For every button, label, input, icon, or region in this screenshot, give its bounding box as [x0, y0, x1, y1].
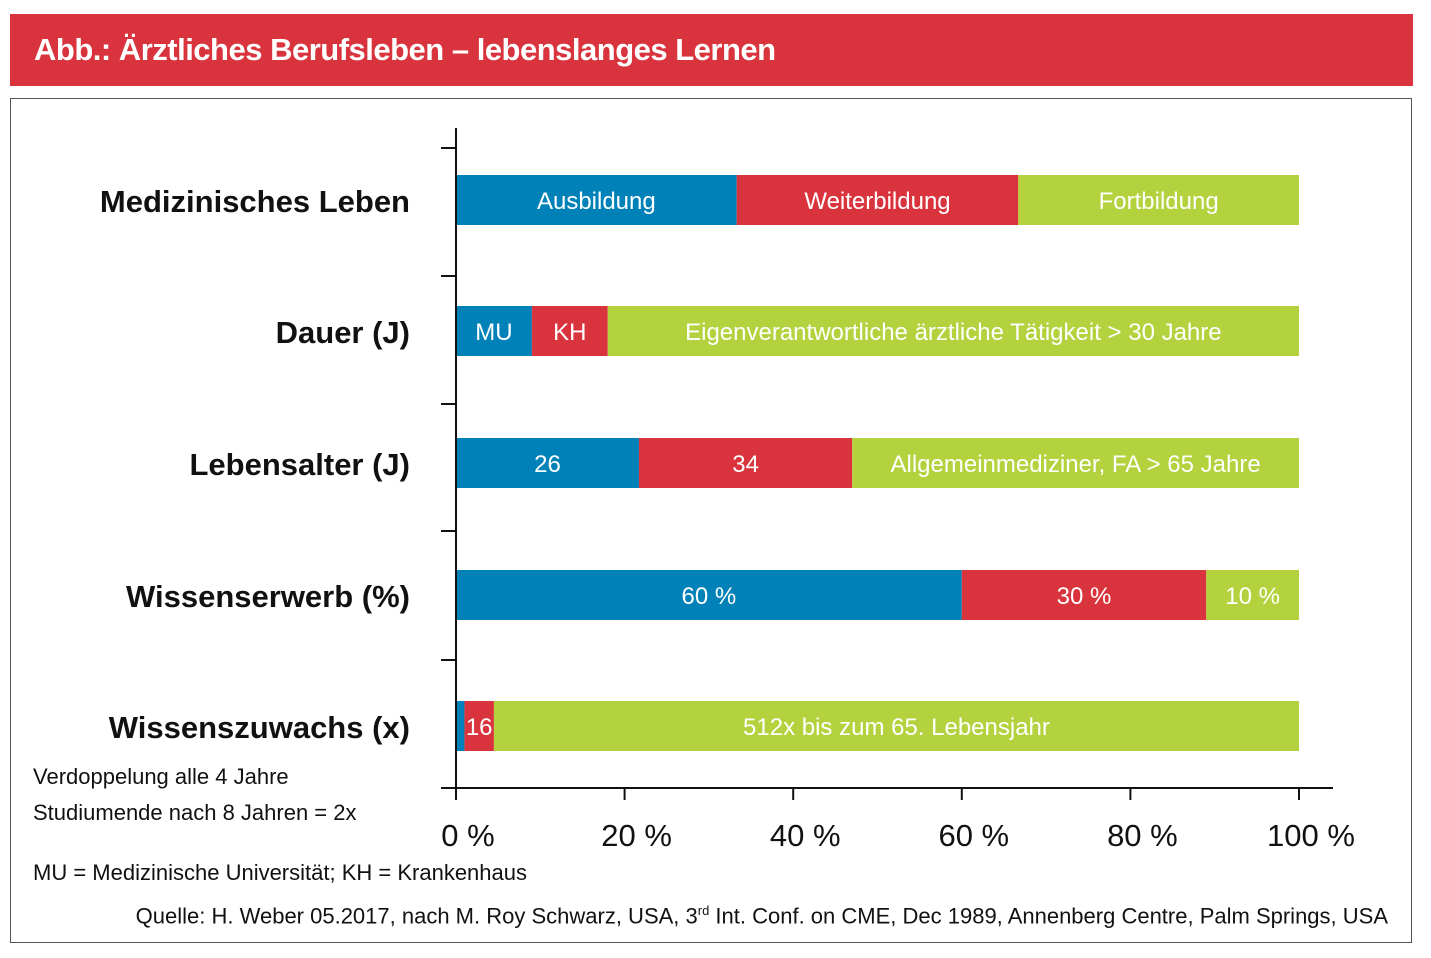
bar-wissenserwerb-seg-2: [1206, 570, 1299, 620]
bar-label-medizinisches-leben-seg-2: Fortbildung: [1099, 188, 1219, 215]
category-label-lebensalter-j: Lebensalter (J): [189, 447, 410, 482]
bar-label-lebensalter-j-seg-1: 34: [732, 451, 759, 478]
bar-wissenszuwachs-x-seg-1: [464, 701, 494, 751]
bar-label-dauer-j-seg-2: Eigenverantwortliche ärztliche Tätigkeit…: [685, 319, 1222, 346]
category-label-wissenserwerb: Wissenserwerb (%): [126, 579, 410, 614]
bar-label-medizinisches-leben-seg-1: Weiterbildung: [804, 188, 950, 215]
bar-label-dauer-j-seg-0: MU: [475, 319, 512, 346]
bar-wissenserwerb-seg-1: [961, 570, 1207, 620]
bar-medizinisches-leben-seg-1: [736, 175, 1019, 225]
source-citation: Quelle: H. Weber 05.2017, nach M. Roy Sc…: [136, 903, 1388, 929]
category-label-dauer-j: Dauer (J): [276, 315, 410, 350]
bar-label-wissenserwerb-seg-2: 10 %: [1225, 583, 1280, 610]
x-tick-label-0: 0 %: [441, 818, 494, 853]
category-label-medizinisches-leben: Medizinisches Leben: [100, 184, 410, 219]
bar-label-lebensalter-j-seg-0: 26: [534, 451, 561, 478]
bar-lebensalter-j-seg-2: [852, 438, 1299, 488]
x-tick-label-3: 60 %: [938, 818, 1009, 853]
category-label-wissenszuwachs-x: Wissenszuwachs (x): [109, 710, 410, 745]
source-suffix: Int. Conf. on CME, Dec 1989, Annenberg C…: [709, 903, 1388, 929]
x-tick-label-1: 20 %: [601, 818, 672, 853]
bar-dauer-j-seg-0: [456, 306, 532, 356]
x-tick-label-5: 100 %: [1267, 818, 1355, 853]
title-bar: Abb.: Ärztliches Berufsleben – lebenslan…: [10, 14, 1413, 86]
bar-lebensalter-j-seg-1: [638, 438, 853, 488]
bar-wissenserwerb-seg-0: [456, 570, 962, 620]
bar-lebensalter-j-seg-0: [456, 438, 639, 488]
note-abbreviations: MU = Medizinische Universität; KH = Kran…: [33, 860, 527, 885]
chart-frame: [10, 98, 1412, 943]
bar-label-wissenserwerb-seg-0: 60 %: [682, 583, 737, 610]
source-prefix: Quelle: H. Weber 05.2017, nach M. Roy Sc…: [135, 903, 698, 929]
note-doubling: Verdoppelung alle 4 Jahre: [33, 764, 289, 789]
bar-medizinisches-leben-seg-2: [1018, 175, 1299, 225]
bar-label-lebensalter-j-seg-2: Allgemeinmediziner, FA > 65 Jahre: [890, 451, 1260, 478]
bar-label-medizinisches-leben-seg-0: Ausbildung: [537, 188, 656, 215]
bar-medizinisches-leben-seg-0: [456, 175, 737, 225]
bar-label-wissenszuwachs-x-seg-1: 16: [466, 714, 493, 741]
bar-wissenszuwachs-x-seg-2: [493, 701, 1299, 751]
bar-wissenszuwachs-x-seg-0: [456, 701, 465, 751]
chart-title: Abb.: Ärztliches Berufsleben – lebenslan…: [34, 32, 776, 67]
bar-label-wissenszuwachs-x-seg-2: 512x bis zum 65. Lebensjahr: [743, 714, 1050, 741]
bar-label-dauer-j-seg-1: KH: [553, 319, 586, 346]
note-study-end: Studiumende nach 8 Jahren = 2x: [33, 800, 357, 825]
x-tick-label-2: 40 %: [770, 818, 841, 853]
bar-label-wissenserwerb-seg-1: 30 %: [1057, 583, 1112, 610]
source-superscript: rd: [697, 903, 710, 918]
bar-dauer-j-seg-1: [531, 306, 608, 356]
x-tick-label-4: 80 %: [1107, 818, 1178, 853]
bar-dauer-j-seg-2: [607, 306, 1299, 356]
